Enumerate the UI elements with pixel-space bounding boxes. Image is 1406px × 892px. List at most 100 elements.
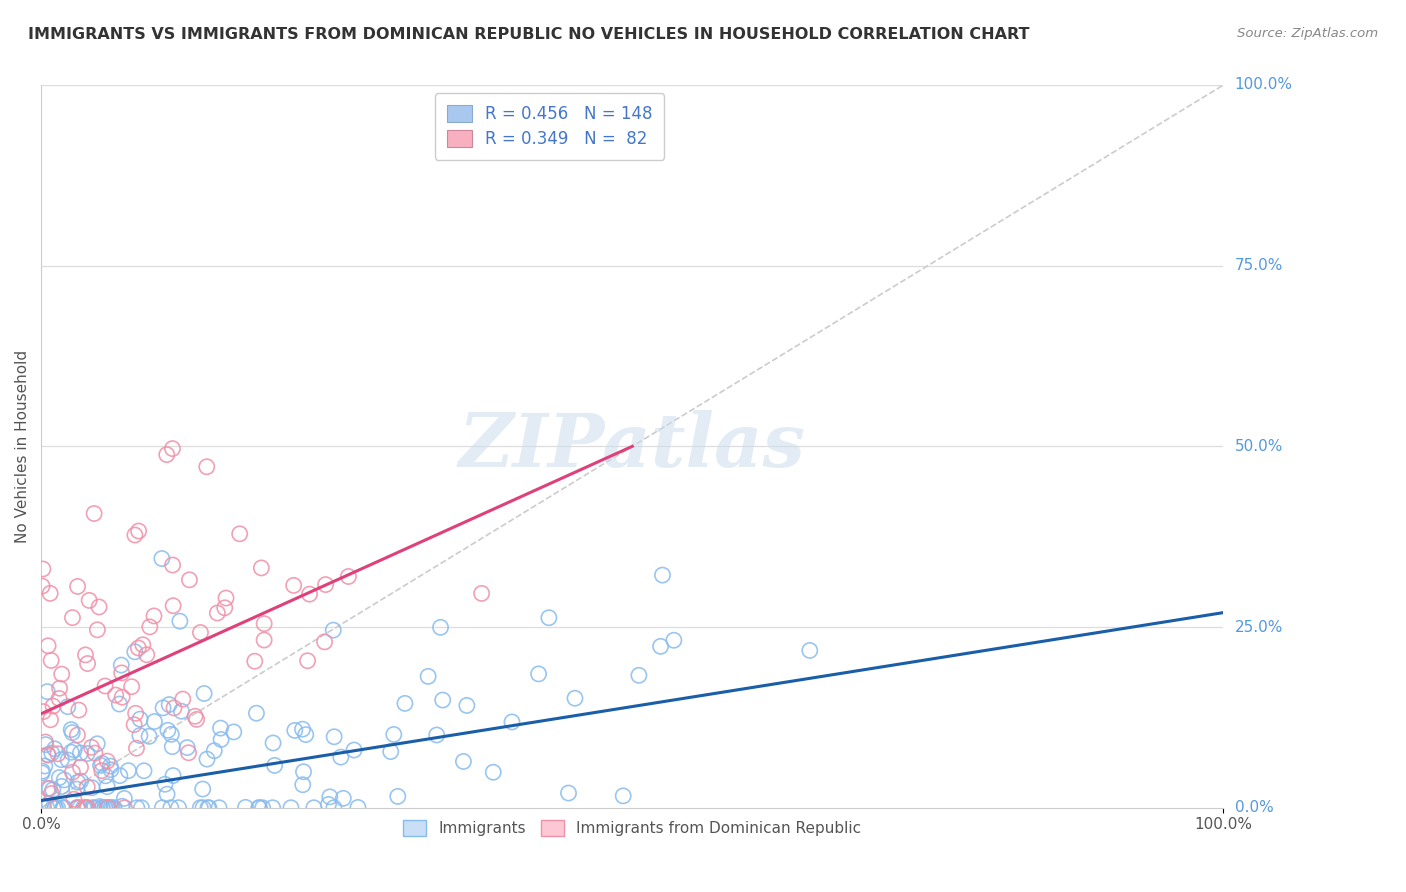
Point <box>329 750 352 764</box>
Point <box>209 721 232 735</box>
Point <box>138 729 160 743</box>
Point <box>90 758 112 772</box>
Point <box>37 747 59 762</box>
Point <box>32 705 55 719</box>
Point <box>157 698 180 712</box>
Point <box>125 801 148 815</box>
Point <box>250 561 273 575</box>
Point <box>52 801 75 815</box>
Point <box>86 623 108 637</box>
Point <box>51 753 73 767</box>
Point <box>132 638 155 652</box>
Point <box>799 643 821 657</box>
Point <box>41 746 63 760</box>
Point <box>143 609 166 624</box>
Point <box>114 801 136 815</box>
Point <box>94 769 117 783</box>
Point <box>135 648 157 662</box>
Point <box>90 801 112 815</box>
Point <box>202 744 225 758</box>
Point <box>124 528 146 542</box>
Point <box>380 745 402 759</box>
Text: 100.0%: 100.0% <box>1234 78 1292 93</box>
Point <box>332 791 354 805</box>
Point <box>153 777 176 791</box>
Point <box>139 620 162 634</box>
Point <box>394 697 416 711</box>
Point <box>170 704 193 718</box>
Point <box>97 801 120 815</box>
Point <box>418 669 440 683</box>
Point <box>42 699 65 714</box>
Point <box>650 640 672 654</box>
Point <box>93 801 115 815</box>
Point <box>208 801 231 815</box>
Point <box>91 801 114 815</box>
Point <box>294 728 316 742</box>
Point <box>132 764 155 778</box>
Point <box>167 801 190 815</box>
Point <box>150 551 173 566</box>
Point <box>80 740 103 755</box>
Point <box>108 697 131 711</box>
Point <box>222 725 245 739</box>
Point <box>83 801 105 815</box>
Point <box>46 801 69 815</box>
Point <box>263 758 285 772</box>
Point <box>75 648 97 662</box>
Point <box>162 558 184 572</box>
Point <box>63 792 86 806</box>
Point <box>537 611 560 625</box>
Point <box>60 725 83 739</box>
Point <box>82 801 104 815</box>
Point <box>52 801 75 815</box>
Point <box>262 801 284 815</box>
Point <box>39 653 62 667</box>
Point <box>172 692 194 706</box>
Point <box>121 680 143 694</box>
Point <box>75 801 97 815</box>
Point <box>228 526 250 541</box>
Point <box>110 658 132 673</box>
Point <box>44 801 66 815</box>
Point <box>347 800 370 814</box>
Point <box>156 448 179 462</box>
Point <box>60 745 83 759</box>
Point <box>191 801 214 815</box>
Text: 50.0%: 50.0% <box>1234 439 1282 454</box>
Point <box>179 573 201 587</box>
Point <box>127 640 149 655</box>
Text: IMMIGRANTS VS IMMIGRANTS FROM DOMINICAN REPUBLIC NO VEHICLES IN HOUSEHOLD CORREL: IMMIGRANTS VS IMMIGRANTS FROM DOMINICAN … <box>28 27 1029 42</box>
Point <box>426 728 449 742</box>
Point <box>69 760 91 774</box>
Point <box>66 801 89 815</box>
Text: Source: ZipAtlas.com: Source: ZipAtlas.com <box>1237 27 1378 40</box>
Point <box>253 633 276 648</box>
Point <box>207 606 229 620</box>
Point <box>117 764 139 778</box>
Point <box>125 741 148 756</box>
Point <box>67 703 90 717</box>
Point <box>111 799 134 814</box>
Point <box>129 729 152 743</box>
Point <box>291 778 314 792</box>
Point <box>87 599 110 614</box>
Point <box>243 654 266 668</box>
Point <box>89 799 111 814</box>
Point <box>527 667 550 681</box>
Point <box>215 591 238 605</box>
Point <box>52 801 75 815</box>
Point <box>160 801 183 815</box>
Point <box>156 787 179 801</box>
Point <box>253 616 276 631</box>
Point <box>169 614 191 628</box>
Point <box>124 645 146 659</box>
Point <box>297 654 319 668</box>
Point <box>104 688 127 702</box>
Point <box>42 782 65 797</box>
Point <box>48 771 70 785</box>
Point <box>156 723 179 738</box>
Legend: Immigrants, Immigrants from Dominican Republic: Immigrants, Immigrants from Dominican Re… <box>395 813 869 844</box>
Point <box>66 775 89 789</box>
Point <box>314 635 336 649</box>
